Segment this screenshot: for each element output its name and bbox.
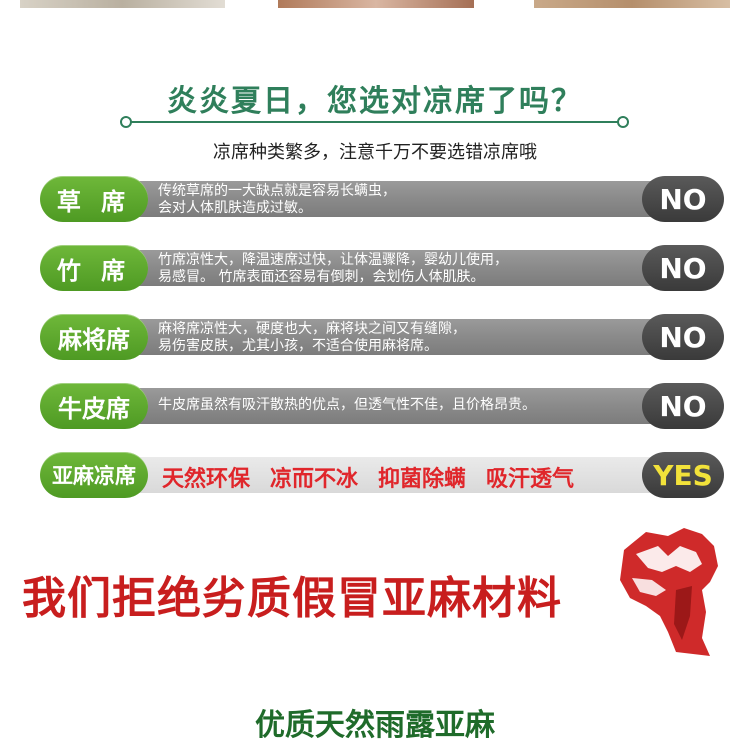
comparison-row-cowhide-mat: 牛皮席 牛皮席虽然有吸汗散热的优点，但透气性不佳，且价格昂贵。 NO [40,383,724,429]
verdict-badge: NO [642,176,724,222]
mat-type-label: 竹 席 [40,245,148,291]
row-bar [100,181,684,217]
feature-item: 抑菌除螨 [378,467,467,492]
mat-description: 传统草席的一大缺点就是容易长螨虫， 会对人体肌肤造成过敏。 [158,183,640,217]
comparison-row-linen-mat: 亚麻凉席 天然环保 凉而不冰 抑菌除螨 吸汗透气 YES [40,452,724,498]
mat-type-label: 草 席 [40,176,148,222]
desc-line-2: 会对人体肌肤造成过敏。 [158,200,312,216]
desc-line-1: 竹席凉性大，降温速席过快，让体温骤降，婴幼儿使用， [158,252,508,268]
desc-line-2: 易伤害皮肤，尤其小孩，不适合使用麻将席。 [158,338,438,354]
mat-description: 竹席凉性大，降温速席过快，让体温骤降，婴幼儿使用， 易感冒。 竹席表面还容易有倒… [158,252,640,286]
top-photo-strip-right [534,0,730,8]
comparison-row-bamboo-mat: 竹 席 竹席凉性大，降温速席过快，让体温骤降，婴幼儿使用， 易感冒。 竹席表面还… [40,245,724,291]
verdict-badge: NO [642,314,724,360]
feature-item: 凉而不冰 [270,467,359,492]
bottom-section-title: 优质天然雨露亚麻 [255,708,495,743]
comparison-row-grass-mat: 草 席 传统草席的一大缺点就是容易长螨虫， 会对人体肌肤造成过敏。 NO [40,176,724,222]
row-bar [100,319,684,355]
desc-line-2: 易感冒。 竹席表面还容易有倒刺，会划伤人体肌肤。 [158,269,485,285]
raised-fist-icon [620,528,718,656]
desc-line-1: 牛皮席虽然有吸汗散热的优点，但透气性不佳，且价格昂贵。 [158,397,536,413]
page-title: 炎炎夏日，您选对凉席了吗？ [167,84,583,119]
row-bar [100,388,684,424]
mat-description: 麻将席凉性大，硬度也大，麻将块之间又有缝隙， 易伤害皮肤，尤其小孩，不适合使用麻… [158,321,640,355]
mat-type-label: 亚麻凉席 [40,452,148,498]
reject-counterfeit-slogan: 我们拒绝劣质假冒亚麻材料 [22,573,562,624]
mat-type-label: 麻将席 [40,314,148,360]
linen-features: 天然环保 凉而不冰 抑菌除螨 吸汗透气 [162,461,574,493]
page-subtitle: 凉席种类繁多，注意千万不要选错凉席哦 [213,142,537,163]
top-photo-strip-center [278,0,474,8]
verdict-badge-yes: YES [642,452,724,498]
desc-line-1: 麻将席凉性大，硬度也大，麻将块之间又有缝隙， [158,321,466,337]
desc-line-1: 传统草席的一大缺点就是容易长螨虫， [158,183,396,199]
verdict-badge: NO [642,383,724,429]
underline-dot-right [617,116,629,128]
verdict-badge: NO [642,245,724,291]
feature-item: 吸汗透气 [486,467,575,492]
top-photo-strip-left [20,0,225,8]
comparison-row-mahjong-mat: 麻将席 麻将席凉性大，硬度也大，麻将块之间又有缝隙， 易伤害皮肤，尤其小孩，不适… [40,314,724,360]
feature-item: 天然环保 [162,467,251,492]
row-bar [100,250,684,286]
underline-dot-left [120,116,132,128]
mat-description: 牛皮席虽然有吸汗散热的优点，但透气性不佳，且价格昂贵。 [158,397,640,414]
title-underline [126,121,626,123]
mat-type-label: 牛皮席 [40,383,148,429]
row-bar [100,457,684,493]
